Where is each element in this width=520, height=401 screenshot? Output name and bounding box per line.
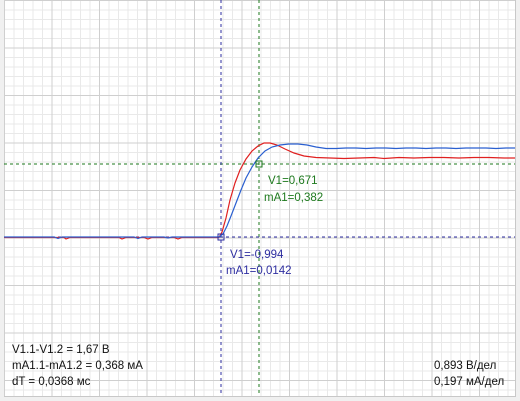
delta-voltage-readout: V1.1-V1.2 = 1,67 В	[12, 344, 110, 356]
current-trace	[4, 143, 515, 240]
delta-current-readout: mA1.1-mA1.2 = 0,368 мА	[12, 360, 143, 372]
cursor2-current-label: mA1=0,0142	[226, 265, 292, 277]
plot-canvas[interactable]: V1=0,671 mA1=0,382 V1=-0,994 mA1=0,0142 …	[4, 0, 515, 396]
cursor1-current-label: mA1=0,382	[264, 192, 323, 204]
current-scale-label: 0,197 мА/дел	[434, 376, 504, 388]
delta-time-readout: dT = 0,0368 мс	[12, 376, 91, 388]
cursor1-marker[interactable]	[255, 160, 263, 168]
voltage-scale-label: 0,893 В/дел	[434, 360, 496, 372]
cursor1-voltage-label: V1=0,671	[268, 175, 318, 187]
cursor2-marker[interactable]	[217, 233, 225, 241]
cursor2-voltage-label: V1=-0,994	[230, 249, 284, 261]
plot-area[interactable]: V1=0,671 mA1=0,382 V1=-0,994 mA1=0,0142 …	[4, 0, 516, 397]
